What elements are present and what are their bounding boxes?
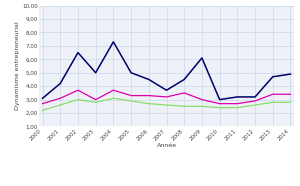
Y-axis label: Dynamisme entrepreneurial: Dynamisme entrepreneurial [16, 22, 20, 110]
X-axis label: Année: Année [157, 143, 176, 148]
